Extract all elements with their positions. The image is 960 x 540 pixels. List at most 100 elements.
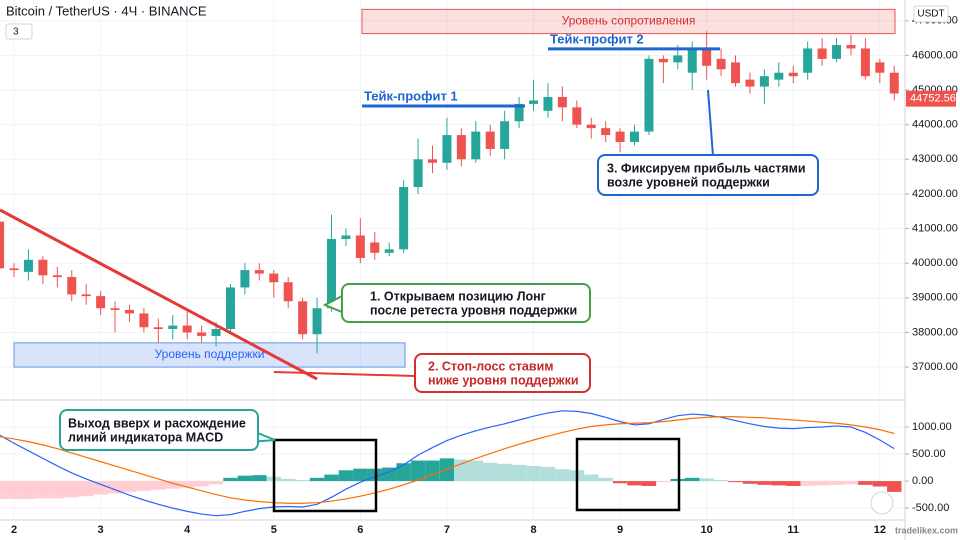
histogram-bar: [338, 470, 354, 482]
candle-body: [601, 128, 611, 136]
histogram-bar: [353, 468, 368, 482]
annotations: 1. Открываем позицию Лонг после ретеста …: [0, 89, 819, 513]
candle-body: [399, 187, 409, 250]
candle-body: [658, 58, 668, 63]
histogram-bar: [237, 475, 253, 482]
candle-body: [312, 308, 322, 335]
highlight-box: [272, 438, 378, 513]
candle-body: [124, 309, 134, 314]
candle-body: [110, 308, 120, 310]
x-tick-label: 7: [444, 524, 450, 536]
histogram-bar: [584, 474, 599, 482]
zone: [361, 8, 896, 35]
histogram-bar: [179, 481, 195, 488]
y-tick-label: 0.00: [912, 475, 933, 487]
callout: [59, 409, 259, 451]
y-tick-label: 46000.00: [912, 49, 958, 61]
callout-text: 1. Открываем позицию Лонг: [370, 289, 546, 303]
histogram-bar: [800, 481, 815, 486]
callout-text: Выход вверх и расхождение: [68, 416, 246, 430]
histogram-bar: [281, 478, 296, 482]
candle-body: [283, 282, 293, 302]
histogram-bar: [252, 475, 267, 482]
candle-body: [38, 259, 48, 276]
candle-body: [182, 325, 192, 333]
histogram-bar: [165, 481, 180, 489]
candle-body: [370, 242, 380, 253]
indicator-badge[interactable]: [5, 23, 33, 40]
candle-body: [139, 313, 149, 328]
candle-body: [702, 48, 712, 66]
indicator-count: 3: [13, 27, 19, 38]
callout-text: 2. Стоп-лосс ставим: [428, 359, 554, 373]
histogram-bar: [742, 481, 758, 484]
histogram-bar: [107, 481, 123, 494]
candle-body: [269, 273, 279, 283]
histogram-bar: [21, 481, 36, 499]
histogram-bar: [194, 481, 209, 487]
scroll-button[interactable]: [870, 491, 894, 515]
histogram-bar: [843, 481, 859, 485]
take-profit-label: Тейк-профит 2: [550, 31, 644, 46]
histogram-bar: [309, 477, 325, 482]
candle-body: [471, 131, 481, 160]
histogram-bar: [829, 481, 844, 485]
y-tick-label: 1000.00: [912, 421, 952, 433]
x-tick-label: 10: [701, 524, 713, 536]
x-tick-label: 4: [184, 524, 191, 536]
callout-text: 3. Фиксируем прибыль частями: [607, 161, 806, 175]
histogram-bar: [685, 477, 700, 482]
candle-body: [413, 159, 423, 188]
candle-body: [0, 221, 5, 269]
histogram-bar: [382, 467, 397, 482]
histogram-bar: [78, 481, 94, 497]
candle-body: [759, 76, 769, 87]
candle-body: [298, 301, 308, 335]
candle-body: [355, 235, 365, 259]
candle-body: [168, 325, 178, 330]
candle-body: [225, 287, 235, 330]
candle-body: [81, 294, 91, 297]
zone-label: Уровень сопротивления: [562, 14, 696, 28]
histogram-bar: [511, 464, 527, 482]
histogram-bar: [814, 481, 830, 486]
symbol-title: Bitcoin / TetherUS · 4Ч · BINANCE: [6, 3, 207, 18]
x-tick-label: 8: [530, 524, 536, 536]
histogram-bar: [656, 481, 671, 483]
y-tick-label: 37000.00: [912, 361, 958, 373]
candle-body: [52, 275, 62, 278]
currency: USDT: [917, 9, 944, 20]
histogram-bar: [540, 467, 556, 482]
histogram-bar: [396, 463, 411, 482]
currency-badge: [913, 5, 949, 23]
histogram-bar: [93, 481, 108, 495]
candle-body: [673, 55, 683, 63]
histogram-bar: [122, 481, 137, 492]
candle-body: [254, 270, 264, 274]
candle-body: [875, 62, 885, 73]
histogram-bar: [497, 463, 512, 482]
trend-line: [0, 208, 318, 381]
y-tick-label: 43000.00: [912, 153, 958, 165]
candle-body: [514, 103, 524, 122]
histogram-bar: [612, 481, 628, 484]
x-tick-label: 6: [357, 524, 363, 536]
histogram-bar: [136, 481, 152, 491]
histogram-bar: [699, 478, 714, 482]
histogram-bar: [208, 481, 224, 485]
candle-body: [817, 48, 827, 59]
candle-body: [731, 62, 741, 84]
candle-body: [745, 79, 755, 87]
histogram-bar: [713, 480, 729, 482]
histogram-bar: [454, 459, 469, 482]
candle-body: [557, 96, 567, 108]
histogram-bar: [771, 481, 787, 486]
histogram-bar: [35, 481, 51, 499]
histogram-bar: [483, 462, 498, 482]
candle-body: [326, 238, 336, 309]
candle-body: [153, 327, 163, 330]
histogram-bar: [50, 481, 65, 499]
last-price-tag: [906, 90, 956, 107]
